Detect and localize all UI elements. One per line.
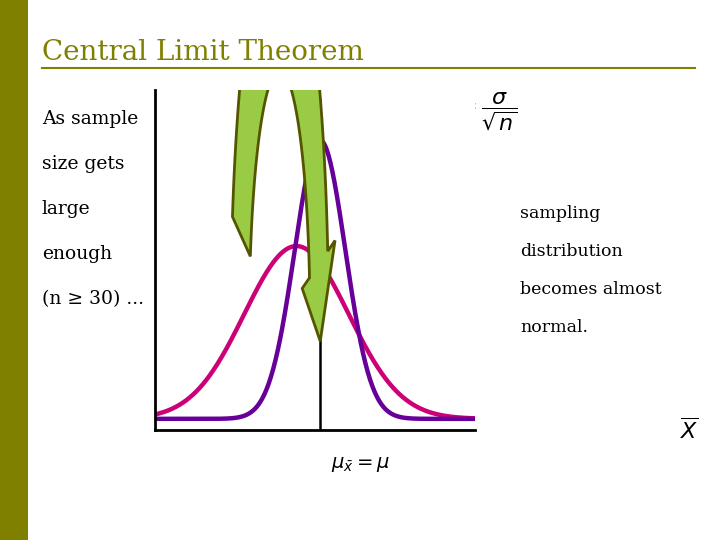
Text: size gets: size gets xyxy=(42,155,125,173)
Text: sampling: sampling xyxy=(520,205,600,222)
Text: $\overline{X}$: $\overline{X}$ xyxy=(680,417,698,443)
PathPatch shape xyxy=(233,0,335,341)
Text: distribution: distribution xyxy=(520,243,623,260)
Text: enough: enough xyxy=(42,245,112,263)
Text: becomes almost: becomes almost xyxy=(520,281,662,298)
Text: normal.: normal. xyxy=(520,319,588,336)
Text: $\sigma_{\bar{x}} = \dfrac{\sigma}{\sqrt{n}}$: $\sigma_{\bar{x}} = \dfrac{\sigma}{\sqrt… xyxy=(430,90,517,132)
Text: large: large xyxy=(42,200,91,218)
Text: (n ≥ 30) ...: (n ≥ 30) ... xyxy=(42,290,144,308)
Text: As sample: As sample xyxy=(42,110,138,128)
Text: $\mu_{\bar{x}} = \mu$: $\mu_{\bar{x}} = \mu$ xyxy=(330,456,390,475)
Text: Central Limit Theorem: Central Limit Theorem xyxy=(42,38,364,65)
Polygon shape xyxy=(0,0,28,540)
